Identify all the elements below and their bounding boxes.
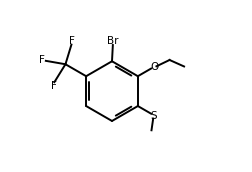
Text: S: S	[149, 111, 156, 121]
Text: O: O	[149, 62, 158, 72]
Text: F: F	[69, 36, 75, 46]
Text: Br: Br	[107, 36, 118, 46]
Text: F: F	[39, 55, 44, 65]
Text: F: F	[50, 81, 56, 92]
